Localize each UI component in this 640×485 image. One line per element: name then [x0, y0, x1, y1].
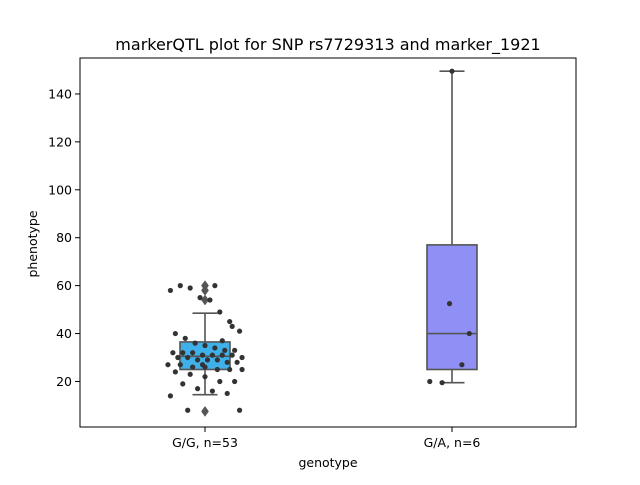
data-point	[172, 330, 178, 337]
data-point	[209, 352, 216, 358]
data-point	[177, 283, 183, 289]
y-tick-label: 60	[56, 278, 72, 293]
data-point	[229, 352, 235, 358]
y-tick-label: 20	[56, 374, 72, 389]
data-point	[224, 390, 230, 397]
box-group	[179, 280, 231, 417]
data-point	[182, 335, 188, 341]
data-point	[219, 338, 225, 344]
data-point	[439, 380, 445, 386]
axes-frame	[79, 57, 577, 428]
outlier-marker	[201, 294, 209, 306]
data-point	[236, 407, 243, 413]
data-point	[224, 359, 230, 365]
data-point	[197, 295, 203, 301]
data-point	[229, 323, 235, 329]
data-point	[219, 352, 225, 358]
data-point	[187, 371, 193, 377]
data-point	[449, 68, 455, 74]
data-point	[236, 328, 243, 334]
data-point	[180, 350, 186, 356]
data-point	[466, 330, 472, 337]
data-point	[446, 301, 453, 307]
x-tick-label: G/G, n=53	[172, 435, 238, 450]
data-point	[177, 362, 183, 368]
data-point	[212, 283, 218, 289]
x-tick-label: G/A, n=6	[424, 435, 481, 450]
data-point	[190, 350, 196, 356]
y-axis-label: phenotype	[25, 210, 40, 277]
data-point	[227, 366, 233, 373]
data-point	[194, 386, 201, 392]
data-point	[239, 366, 245, 373]
data-point	[222, 347, 228, 353]
data-point	[190, 364, 196, 370]
data-point	[192, 340, 198, 346]
y-tick-label: 140	[48, 86, 72, 101]
data-point	[167, 393, 174, 399]
data-point	[180, 381, 186, 387]
data-point	[194, 357, 201, 363]
outlier-marker	[201, 405, 209, 417]
data-point	[214, 357, 220, 363]
data-point	[232, 347, 238, 353]
data-point	[175, 354, 181, 361]
data-point	[204, 357, 211, 363]
y-tick-label: 100	[48, 182, 72, 197]
data-point	[207, 297, 213, 303]
data-point	[227, 318, 233, 325]
data-point	[199, 352, 206, 358]
data-point	[187, 285, 193, 291]
data-point	[202, 374, 208, 380]
data-point	[185, 354, 191, 361]
data-point	[232, 378, 238, 385]
data-point	[209, 388, 216, 394]
data-point	[165, 362, 171, 368]
chart-title: markerQTL plot for SNP rs7729313 and mar…	[115, 35, 540, 55]
data-point	[170, 350, 176, 356]
data-point	[239, 354, 245, 361]
data-point	[199, 362, 206, 368]
data-point	[212, 345, 218, 351]
data-point	[172, 369, 178, 375]
data-point	[167, 287, 174, 294]
data-point	[234, 359, 240, 365]
data-point	[214, 366, 220, 373]
data-point	[202, 342, 208, 349]
data-point	[185, 407, 191, 413]
outlier-marker	[201, 280, 209, 292]
y-tick-label: 80	[56, 230, 72, 245]
data-point	[217, 309, 223, 315]
y-tick-label: 40	[56, 326, 72, 341]
y-tick-label: 120	[48, 134, 72, 149]
data-point	[459, 362, 465, 368]
data-point	[427, 378, 433, 385]
data-point	[217, 378, 223, 385]
box	[426, 244, 478, 371]
x-axis-label: genotype	[298, 455, 357, 470]
plot-area	[165, 68, 478, 417]
